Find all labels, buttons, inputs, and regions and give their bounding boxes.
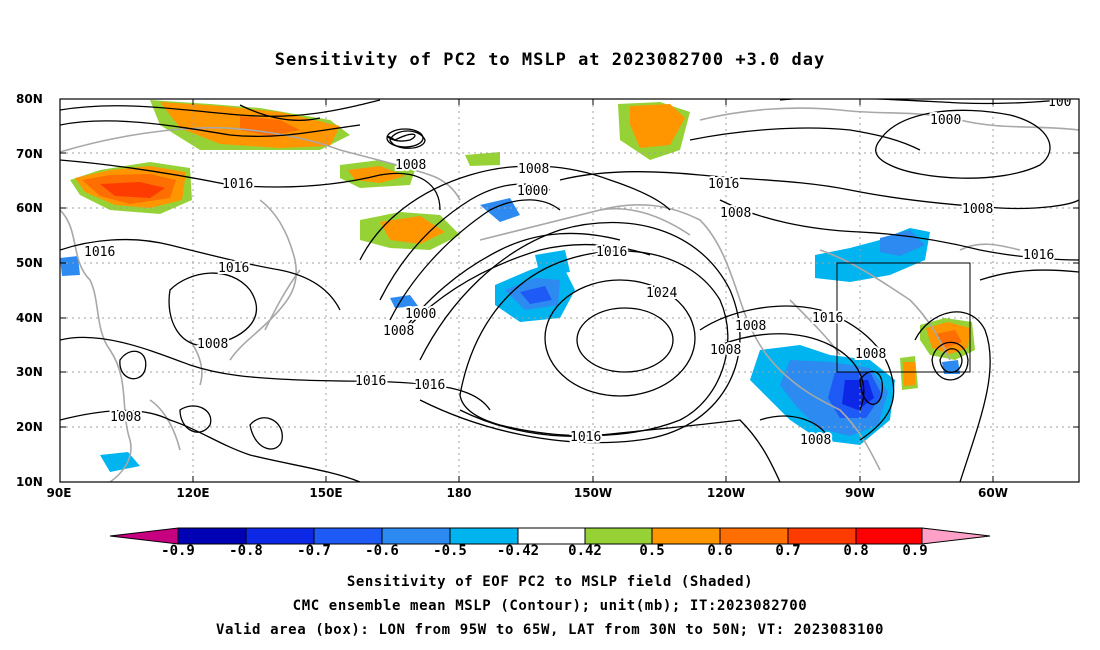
lon-label-120e: 120E bbox=[176, 486, 210, 500]
contour-label: 1008 bbox=[735, 319, 766, 334]
colorbar bbox=[109, 527, 991, 545]
colorbar-label: 0.7 bbox=[775, 543, 801, 559]
lon-label-90e: 90E bbox=[46, 486, 72, 500]
colorbar-segment bbox=[381, 527, 451, 545]
colorbar-low-arrow bbox=[109, 527, 179, 545]
contour-label: 1016 bbox=[222, 177, 253, 192]
contour-label: 1024 bbox=[646, 286, 677, 301]
colorbar-label: 0.6 bbox=[707, 543, 733, 559]
colorbar-label: -0.9 bbox=[161, 543, 195, 559]
contour-label: 1008 bbox=[110, 410, 141, 425]
lat-label-70n: 70N bbox=[16, 147, 43, 161]
colorbar-segment bbox=[313, 527, 383, 545]
colorbar-segment bbox=[449, 527, 519, 545]
contour-label: 1016 bbox=[84, 245, 115, 260]
colorbar-segment bbox=[787, 527, 857, 545]
caption-valid-area: Valid area (box): LON from 95W to 65W, L… bbox=[215, 622, 885, 638]
map-gridlines bbox=[60, 99, 1079, 482]
colorbar-label: 0.9 bbox=[902, 543, 928, 559]
lon-label-180: 180 bbox=[446, 486, 472, 500]
contour-label: 1008 bbox=[197, 337, 228, 352]
caption-contour: CMC ensemble mean MSLP (Contour); unit(m… bbox=[292, 598, 808, 614]
colorbar-label: -0.5 bbox=[433, 543, 467, 559]
colorbar-label: 0.42 bbox=[568, 543, 602, 559]
colorbar-segment bbox=[651, 527, 721, 545]
contour-label: 1016 bbox=[355, 374, 386, 389]
colorbar-segment bbox=[517, 527, 586, 545]
colorbar-segment bbox=[855, 527, 923, 545]
land-outlines bbox=[60, 107, 1079, 482]
colorbar-label: 0.8 bbox=[843, 543, 869, 559]
contour-label: 1016 bbox=[596, 245, 627, 260]
contour-label: 1008 bbox=[518, 162, 549, 177]
colorbar-label: -0.42 bbox=[496, 543, 540, 559]
valid-area-box bbox=[836, 262, 971, 373]
contour-label: 1000 bbox=[517, 184, 548, 199]
contour-label: 1016 bbox=[1023, 248, 1054, 263]
lat-label-20n: 20N bbox=[16, 420, 43, 434]
contour-label: 100 bbox=[1048, 95, 1071, 110]
lon-label-60w: 60W bbox=[978, 486, 1008, 500]
lon-label-150w: 150W bbox=[573, 486, 613, 500]
contour-labels: 1000 1000 1000 1008 1008 1008 1008 1008 … bbox=[82, 95, 1073, 450]
lon-label-150e: 150E bbox=[309, 486, 343, 500]
chart-title: Sensitivity of PC2 to MSLP at 2023082700… bbox=[274, 50, 826, 70]
contour-label: 1000 bbox=[930, 113, 961, 128]
lat-label-30n: 30N bbox=[16, 365, 43, 379]
colorbar-label: -0.8 bbox=[229, 543, 263, 559]
map-frame bbox=[59, 98, 1080, 483]
lat-label-60n: 60N bbox=[16, 201, 43, 215]
lon-label-120w: 120W bbox=[706, 486, 746, 500]
colorbar-label: -0.7 bbox=[297, 543, 331, 559]
contour-label: 1016 bbox=[708, 177, 739, 192]
colorbar-segment bbox=[584, 527, 653, 545]
contour-label: 1008 bbox=[720, 206, 751, 221]
contour-label: 1008 bbox=[962, 202, 993, 217]
contour-label: 1016 bbox=[812, 311, 843, 326]
mslp-contours bbox=[60, 99, 1079, 482]
lat-label-10n: 10N bbox=[16, 475, 43, 489]
contour-label: 1008 bbox=[855, 347, 886, 362]
lon-label-90w: 90W bbox=[845, 486, 875, 500]
colorbar-label: -0.6 bbox=[365, 543, 399, 559]
map-ticks bbox=[60, 98, 1079, 483]
contour-label: 1008 bbox=[395, 158, 426, 173]
contour-label: 1008 bbox=[800, 433, 831, 448]
colorbar-high-arrow bbox=[921, 527, 991, 545]
lat-label-80n: 80N bbox=[16, 92, 43, 106]
colorbar-segment bbox=[719, 527, 789, 545]
lat-label-50n: 50N bbox=[16, 256, 43, 270]
contour-label: 1016 bbox=[570, 430, 601, 445]
contour-label: 1016 bbox=[414, 378, 445, 393]
colorbar-segment bbox=[245, 527, 315, 545]
contour-label: 1000 bbox=[405, 307, 436, 322]
contour-label: 1008 bbox=[383, 324, 414, 339]
colorbar-segment bbox=[177, 527, 247, 545]
contour-label: 1008 bbox=[710, 343, 741, 358]
caption-shaded: Sensitivity of EOF PC2 to MSLP field (Sh… bbox=[346, 574, 754, 590]
sensitivity-shading bbox=[60, 100, 975, 472]
contour-label: 1016 bbox=[218, 261, 249, 276]
colorbar-label: 0.5 bbox=[639, 543, 665, 559]
lat-label-40n: 40N bbox=[16, 311, 43, 325]
